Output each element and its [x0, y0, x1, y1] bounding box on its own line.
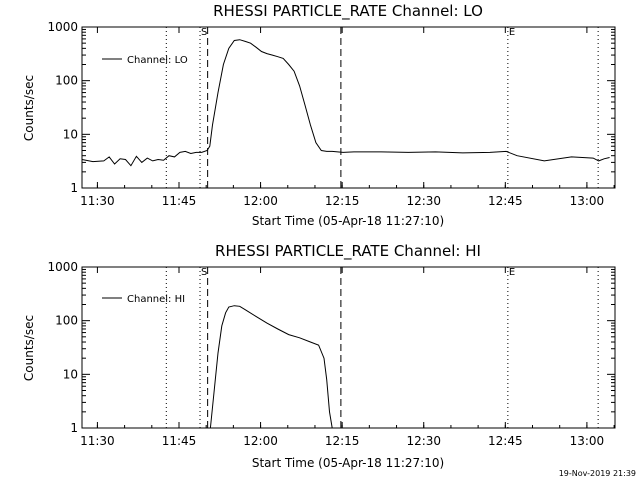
- x-tick-label: 12:30: [406, 194, 441, 208]
- x-axis-label: Start Time (05-Apr-18 11:27:10): [252, 456, 444, 470]
- x-tick-label: 12:00: [243, 194, 278, 208]
- y-axis-label: Counts/sec: [22, 75, 36, 141]
- x-tick-label: 13:00: [570, 194, 605, 208]
- chart-title: RHESSI PARTICLE_RATE Channel: LO: [213, 2, 483, 21]
- legend-label: Channel: HI: [127, 294, 185, 305]
- x-tick-label: 12:15: [325, 194, 360, 208]
- timestamp: 19-Nov-2019 21:39: [559, 469, 636, 478]
- chart-panel-lo: RHESSI PARTICLE_RATE Channel: LO Start T…: [22, 2, 616, 228]
- x-tick-label: 12:15: [325, 434, 360, 448]
- x-tick-label: 11:45: [162, 434, 197, 448]
- x-tick-label: 12:45: [488, 194, 523, 208]
- y-tick-label: 1000: [47, 260, 78, 274]
- plot-area: 11:30 11:45 12:00 12:15 12:30 12:45 13:00 1 10 10…: [47, 260, 616, 448]
- y-tick-label: 1000: [47, 20, 78, 34]
- y-axis-label: Counts/sec: [22, 315, 36, 381]
- plot-frame: [81, 266, 616, 429]
- plot-area: 11:30 11:45 12:00 12:15 12:30 12:45 13:00 1 10 10…: [47, 20, 616, 208]
- x-tick-label: 11:45: [162, 194, 197, 208]
- series-line: [81, 39, 610, 167]
- x-tick-label: 12:00: [243, 434, 278, 448]
- y-tick-label: 100: [55, 74, 78, 88]
- marker-s-label: S: [201, 27, 207, 38]
- x-tick-label: 11:30: [80, 194, 115, 208]
- x-axis-label: Start Time (05-Apr-18 11:27:10): [252, 214, 444, 228]
- plot-frame: [81, 26, 616, 189]
- chart-title: RHESSI PARTICLE_RATE Channel: HI: [215, 242, 481, 261]
- x-tick-label: 13:00: [570, 434, 605, 448]
- y-tick-label: 10: [63, 367, 78, 381]
- x-tick-label: 12:30: [406, 434, 441, 448]
- y-tick-label: 100: [55, 314, 78, 328]
- y-tick-label: 1: [70, 421, 78, 435]
- legend-label: Channel: LO: [127, 55, 188, 66]
- x-tick-label: 11:30: [80, 434, 115, 448]
- y-tick-label: 10: [63, 127, 78, 141]
- marker-e-label: E: [509, 27, 515, 38]
- series-line: [209, 305, 333, 429]
- marker-e-label: E: [509, 267, 515, 278]
- marker-s-label: S: [201, 267, 207, 278]
- chart-panel-hi: RHESSI PARTICLE_RATE Channel: HI Start T…: [22, 242, 616, 470]
- x-tick-label: 12:45: [488, 434, 523, 448]
- y-tick-label: 1: [70, 181, 78, 195]
